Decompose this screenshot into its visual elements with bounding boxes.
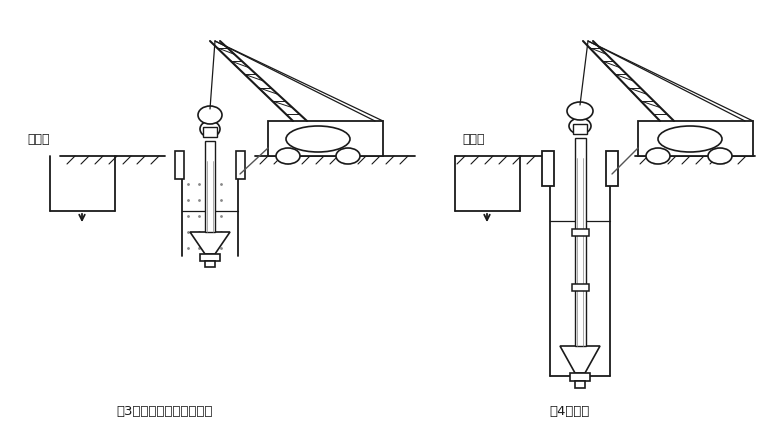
- Bar: [200, 254, 220, 261]
- Bar: [203, 127, 217, 137]
- Ellipse shape: [569, 118, 591, 134]
- Ellipse shape: [567, 102, 593, 120]
- Ellipse shape: [708, 148, 732, 164]
- Bar: [606, 151, 618, 186]
- Polygon shape: [190, 232, 230, 254]
- Bar: [205, 261, 215, 267]
- Ellipse shape: [336, 148, 360, 164]
- Bar: [572, 284, 589, 291]
- Text: （3）钻机就位、泥浆制备: （3）钻机就位、泥浆制备: [117, 405, 214, 418]
- Bar: [205, 141, 215, 232]
- Bar: [236, 151, 245, 179]
- Polygon shape: [560, 346, 600, 373]
- Bar: [573, 124, 587, 134]
- Text: （4）钻进: （4）钻进: [549, 405, 591, 418]
- Text: 泥浆池: 泥浆池: [462, 133, 485, 146]
- Bar: [638, 121, 753, 156]
- Bar: [570, 373, 590, 381]
- Bar: [268, 121, 383, 156]
- Ellipse shape: [286, 126, 350, 152]
- Bar: [542, 151, 554, 186]
- Ellipse shape: [658, 126, 722, 152]
- Bar: [575, 138, 586, 346]
- Ellipse shape: [276, 148, 300, 164]
- Text: 泥浆池: 泥浆池: [27, 133, 49, 146]
- Bar: [175, 151, 184, 179]
- Ellipse shape: [198, 106, 222, 124]
- Bar: [575, 381, 585, 388]
- Bar: [572, 229, 589, 236]
- Ellipse shape: [200, 121, 220, 137]
- Ellipse shape: [646, 148, 670, 164]
